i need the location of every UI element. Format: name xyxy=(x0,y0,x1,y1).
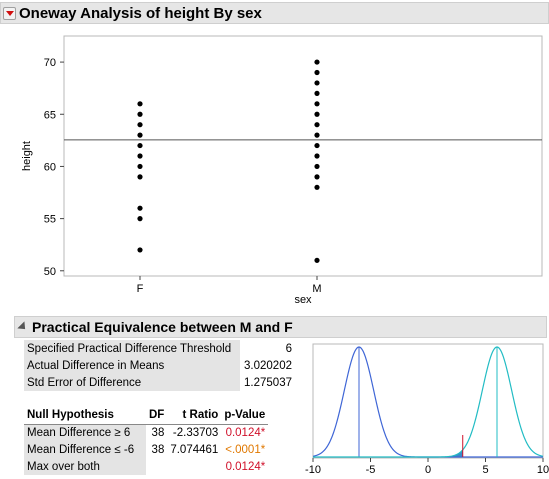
df-cell xyxy=(146,458,167,475)
summary-value: 1.275037 xyxy=(244,376,292,389)
summary-value: 3.020202 xyxy=(244,359,292,372)
x-tick-label: M xyxy=(312,283,321,295)
oneway-report-header[interactable]: Oneway Analysis of height By sex xyxy=(0,2,549,24)
data-point xyxy=(314,69,320,76)
y-tick-label: 50 xyxy=(44,266,56,278)
equivalence-x-axis: -10 -5 0 5 10 xyxy=(305,458,549,476)
data-points xyxy=(137,59,320,263)
p-value-cell: <.0001* xyxy=(225,443,266,456)
summary-label: Specified Practical Difference Threshold xyxy=(24,340,240,357)
data-point xyxy=(137,205,143,211)
data-point xyxy=(137,174,143,180)
y-tick-label: 70 xyxy=(44,57,56,69)
hypothesis-cell: Mean Difference ≤ -6 xyxy=(24,441,146,458)
table-row: Actual Difference in Means 3.020202 xyxy=(24,357,295,374)
p-value-cell: 0.0124* xyxy=(225,460,266,473)
upper-null-curve xyxy=(313,346,544,458)
data-point xyxy=(137,122,143,128)
eq-x-tick-label: 10 xyxy=(537,464,549,476)
shaded-tail xyxy=(445,450,463,457)
hypothesis-cell: Mean Difference ≥ 6 xyxy=(24,424,146,441)
summary-value: 6 xyxy=(285,342,292,355)
t-ratio-cell: -2.33703 xyxy=(172,426,219,439)
eq-x-tick-label: -5 xyxy=(366,464,376,476)
y-tick-label: 65 xyxy=(44,109,56,121)
data-point xyxy=(314,101,320,107)
equivalence-plot-frame xyxy=(312,343,544,459)
column-header-df: DF xyxy=(146,407,168,425)
eq-x-tick-label: 0 xyxy=(425,464,431,476)
data-point xyxy=(314,59,320,65)
red-triangle-menu-icon[interactable] xyxy=(3,6,16,20)
column-header-hypothesis: Null Hypothesis xyxy=(24,407,146,425)
equivalence-summary-table: Specified Practical Difference Threshold… xyxy=(24,340,295,391)
data-point xyxy=(314,257,320,263)
data-point xyxy=(137,247,143,253)
data-point xyxy=(137,142,143,149)
p-value-cell: 0.0124* xyxy=(225,426,266,439)
data-point xyxy=(314,163,320,170)
equivalence-plot[interactable]: -10 -5 0 5 10 xyxy=(300,340,549,479)
summary-label: Actual Difference in Means xyxy=(24,357,240,374)
data-point xyxy=(137,132,143,138)
data-point xyxy=(314,184,320,190)
table-row: Mean Difference ≤ -6 38 7.074461 <.0001* xyxy=(24,441,268,458)
table-row: Mean Difference ≥ 6 38 -2.33703 0.0124* xyxy=(24,424,268,441)
data-point xyxy=(314,153,320,159)
report-title: Oneway Analysis of height By sex xyxy=(19,4,262,22)
data-point xyxy=(314,111,320,117)
x-axis-label: sex xyxy=(294,294,312,306)
data-point xyxy=(314,90,320,96)
y-axis-label: height xyxy=(21,141,33,171)
y-axis: 50 55 60 65 70 xyxy=(44,57,64,278)
table-row: Specified Practical Difference Threshold… xyxy=(24,340,295,357)
df-cell: 38 xyxy=(151,443,165,456)
null-distribution-curves xyxy=(312,346,544,458)
data-point xyxy=(137,111,143,117)
equivalence-title: Practical Equivalence between M and F xyxy=(32,319,293,335)
y-tick-label: 55 xyxy=(44,214,56,226)
observed-shaded-region xyxy=(445,450,463,457)
data-point xyxy=(314,142,320,149)
disclosure-triangle-icon[interactable] xyxy=(17,321,29,333)
data-point xyxy=(137,153,143,159)
summary-label: Std Error of Difference xyxy=(24,374,240,391)
equivalence-report-header[interactable]: Practical Equivalence between M and F xyxy=(14,316,547,338)
table-row: Std Error of Difference 1.275037 xyxy=(24,374,295,391)
plot-frame xyxy=(63,35,543,277)
hypothesis-table: Null Hypothesis DF t Ratio p-Value Mean … xyxy=(24,407,269,475)
eq-x-tick-label: -10 xyxy=(305,464,321,476)
data-point xyxy=(137,163,143,170)
y-tick-label: 60 xyxy=(44,161,56,173)
data-point xyxy=(314,122,320,128)
eq-x-tick-label: 5 xyxy=(482,464,488,476)
t-ratio-cell xyxy=(167,458,221,475)
x-tick-label: F xyxy=(137,283,144,295)
table-row: Max over both 0.0124* xyxy=(24,458,268,475)
data-point xyxy=(314,132,320,138)
data-point xyxy=(314,80,320,86)
data-point xyxy=(137,216,143,222)
column-header-t-ratio: t Ratio xyxy=(167,407,222,425)
t-ratio-cell: 7.074461 xyxy=(170,443,219,456)
data-point xyxy=(314,174,320,180)
data-point xyxy=(137,101,143,107)
df-cell: 38 xyxy=(151,426,165,439)
column-header-p-value: p-Value xyxy=(221,407,269,425)
table-header-row: Null Hypothesis DF t Ratio p-Value xyxy=(24,407,269,425)
hypothesis-cell: Max over both xyxy=(24,458,146,475)
